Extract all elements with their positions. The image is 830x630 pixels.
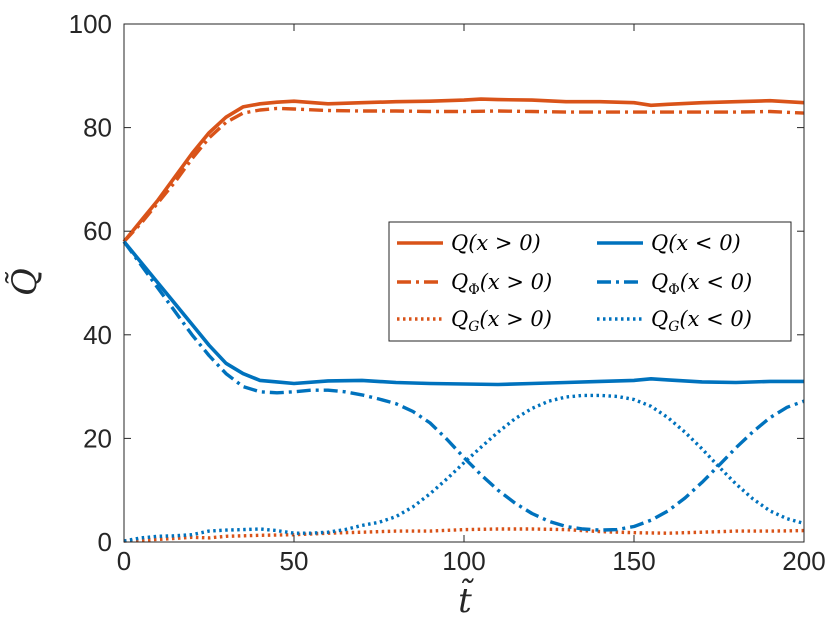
y-tick-label: 60 — [83, 216, 112, 246]
x-axis-label: t̃ — [458, 578, 475, 621]
series-line-6 — [123, 393, 805, 543]
legend-items: Q(x > 0) QΦ(x > 0) QG(x > 0) Q(x < 0) QΦ(x <… — [397, 231, 752, 335]
y-tick-label: 100 — [69, 9, 112, 39]
legend-label-3: QG(x > 0) — [451, 307, 552, 335]
series-line-2 — [122, 106, 805, 243]
y-tick-label: 40 — [83, 320, 112, 350]
x-tick-label: 100 — [442, 546, 485, 576]
legend: Q(x > 0) QΦ(x > 0) QG(x > 0) Q(x < 0) QΦ(x <… — [388, 221, 792, 342]
legend-label-6: QG(x < 0) — [651, 307, 752, 335]
series-line-4 — [122, 240, 804, 387]
series-layer — [122, 97, 805, 543]
legend-label-2: QΦ(x > 0) — [451, 270, 552, 298]
legend-label-1: Q(x > 0) — [451, 231, 541, 255]
x-tick-label: 150 — [612, 546, 655, 576]
x-tick-label: 50 — [280, 546, 309, 576]
x-tick-label: 0 — [117, 546, 131, 576]
series-line-1 — [122, 97, 805, 243]
series-line-5 — [122, 240, 805, 532]
tick-labels: 0 50 100 150 200 0 20 40 60 80 100 — [69, 9, 826, 576]
y-tick-label: 0 — [98, 527, 112, 557]
y-tick-label: 20 — [83, 423, 112, 453]
x-tick-label: 200 — [782, 546, 825, 576]
legend-label-4: Q(x < 0) — [651, 231, 741, 255]
y-tick-label: 80 — [83, 113, 112, 143]
axes — [123, 23, 805, 543]
legend-box — [388, 221, 792, 342]
y-axis-label: Q̃ — [5, 268, 45, 296]
legend-label-5: QΦ(x < 0) — [651, 270, 752, 298]
